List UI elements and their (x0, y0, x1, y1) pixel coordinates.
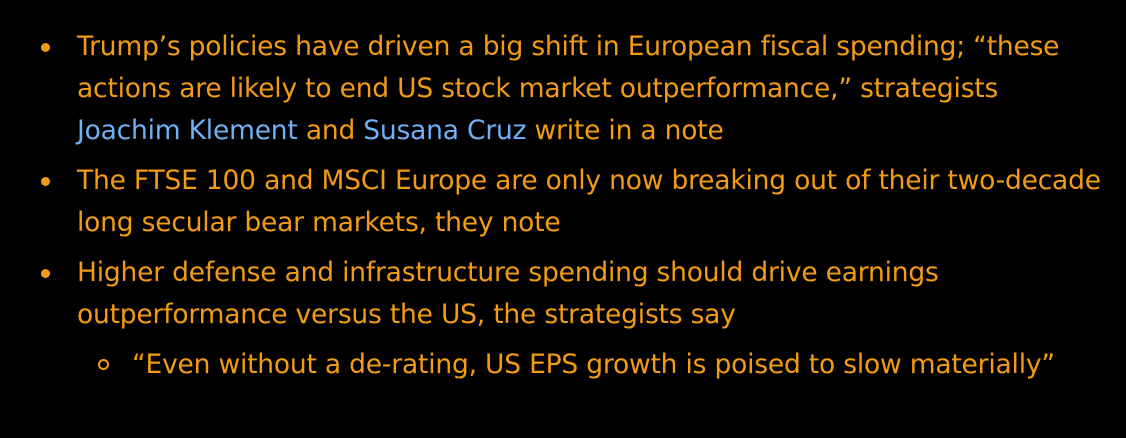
bullet-dot-icon (41, 177, 50, 186)
bullet-text: and (297, 115, 364, 146)
sub-bullet-text: “Even without a de-rating, US EPS growth… (132, 349, 1055, 380)
author-link-joachim-klement[interactable]: Joachim Klement (77, 115, 298, 146)
bullet-list: Trump’s policies have driven a big shift… (0, 26, 1126, 336)
bullet-item: Higher defense and infrastructure spendi… (0, 252, 1126, 336)
bullet-dot-icon (41, 43, 50, 52)
sub-bullet-list: “Even without a de-rating, US EPS growth… (0, 344, 1126, 386)
bullet-text: The FTSE 100 and MSCI Europe are only no… (77, 165, 1101, 238)
bullet-text: write in a note (526, 115, 724, 146)
author-link-susana-cruz[interactable]: Susana Cruz (363, 115, 527, 146)
bullet-item: Trump’s policies have driven a big shift… (0, 26, 1126, 152)
bullet-text: Higher defense and infrastructure spendi… (77, 257, 939, 330)
bullet-text: Trump’s policies have driven a big shift… (77, 31, 1060, 104)
bullet-item: The FTSE 100 and MSCI Europe are only no… (0, 160, 1126, 244)
sub-bullet-ring-icon (98, 359, 109, 370)
bullet-dot-icon (41, 269, 50, 278)
sub-bullet-item: “Even without a de-rating, US EPS growth… (0, 344, 1126, 386)
article-summary: Trump’s policies have driven a big shift… (0, 26, 1126, 386)
